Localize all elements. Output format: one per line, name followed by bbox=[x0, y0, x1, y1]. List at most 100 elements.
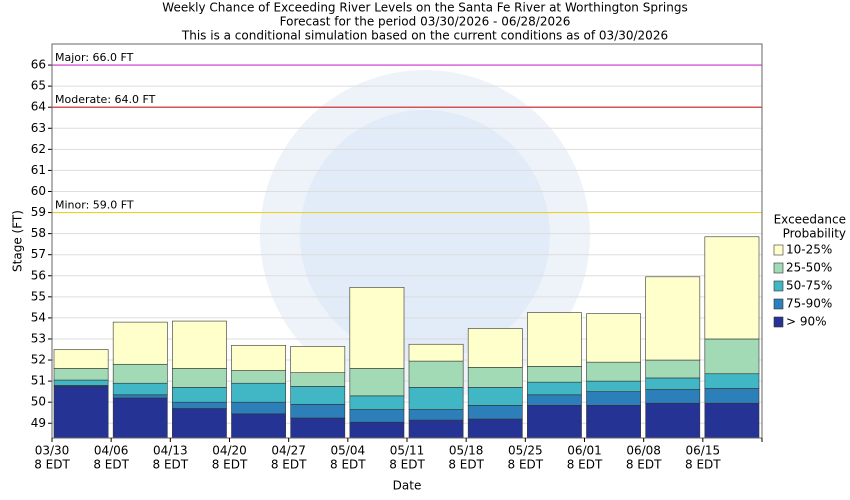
x-tick-sublabel: 8 EDT bbox=[685, 458, 721, 472]
y-tick-label: 51 bbox=[31, 374, 46, 388]
x-tick-label: 04/27 bbox=[271, 444, 306, 458]
y-tick-label: 56 bbox=[31, 268, 46, 282]
x-tick-sublabel: 8 EDT bbox=[626, 458, 662, 472]
bar-segment bbox=[172, 387, 227, 403]
bar-segment bbox=[290, 386, 346, 405]
bar-segment bbox=[112, 363, 168, 384]
bar-segment bbox=[349, 409, 405, 423]
bar-segment bbox=[231, 401, 286, 415]
legend-label: 10-25% bbox=[786, 243, 832, 257]
legend-swatch bbox=[773, 298, 784, 310]
legend-label: > 90% bbox=[786, 315, 827, 329]
y-tick-label: 61 bbox=[31, 163, 46, 177]
bar-segment bbox=[53, 386, 109, 439]
bar-segment bbox=[53, 368, 109, 381]
x-tick-sublabel: 8 EDT bbox=[93, 458, 129, 472]
bar-segment bbox=[586, 313, 641, 363]
bar-segment bbox=[290, 372, 346, 387]
legend-swatch bbox=[773, 262, 784, 274]
bar-segment bbox=[231, 344, 286, 371]
bar-segment bbox=[408, 360, 464, 388]
bar-segment bbox=[527, 312, 582, 367]
y-tick-label: 63 bbox=[31, 121, 46, 135]
bar-segment bbox=[231, 382, 286, 403]
bar-segment bbox=[645, 402, 701, 439]
bar-segment bbox=[408, 409, 464, 421]
legend-swatch bbox=[773, 316, 784, 328]
x-tick-sublabel: 8 EDT bbox=[34, 458, 70, 472]
y-axis-label: Stage (FT) bbox=[11, 210, 25, 272]
bar-segment bbox=[645, 359, 701, 379]
bar-segment bbox=[112, 382, 168, 396]
bar-segment bbox=[527, 405, 582, 439]
y-tick-label: 64 bbox=[31, 100, 46, 114]
x-tick-sublabel: 8 EDT bbox=[330, 458, 366, 472]
legend-label: 50-75% bbox=[786, 279, 832, 293]
bar-segment bbox=[231, 413, 286, 439]
legend-swatch bbox=[773, 244, 784, 256]
x-tick-sublabel: 8 EDT bbox=[567, 458, 603, 472]
y-tick-label: 60 bbox=[31, 184, 46, 198]
legend-title: Probability bbox=[783, 227, 846, 241]
threshold-label: Major: 66.0 FT bbox=[55, 51, 134, 64]
x-axis-label: Date bbox=[393, 479, 422, 493]
bar-segment bbox=[586, 361, 641, 382]
chart-title: Forecast for the period 03/30/2026 - 06/… bbox=[280, 15, 571, 29]
bar-segment bbox=[349, 287, 405, 369]
y-tick-label: 50 bbox=[31, 395, 46, 409]
x-tick-label: 06/08 bbox=[626, 444, 661, 458]
bar-segment bbox=[408, 419, 464, 439]
bar-segment bbox=[290, 403, 346, 419]
x-tick-sublabel: 8 EDT bbox=[389, 458, 425, 472]
bar-segment bbox=[172, 408, 227, 439]
legend-swatch bbox=[773, 280, 784, 292]
bar-segment bbox=[349, 421, 405, 439]
x-tick-label: 04/20 bbox=[212, 444, 247, 458]
y-tick-label: 49 bbox=[31, 416, 46, 430]
bar-segment bbox=[172, 401, 227, 409]
x-tick-label: 05/11 bbox=[390, 444, 425, 458]
y-tick-label: 66 bbox=[31, 58, 46, 72]
legend-label: 25-50% bbox=[786, 261, 832, 275]
x-tick-sublabel: 8 EDT bbox=[271, 458, 307, 472]
chart-title: This is a conditional simulation based o… bbox=[181, 29, 668, 43]
bar-segment bbox=[290, 417, 346, 439]
y-tick-label: 53 bbox=[31, 331, 46, 345]
y-tick-label: 65 bbox=[31, 79, 46, 93]
bar-segment bbox=[408, 387, 464, 410]
bar-segment bbox=[467, 367, 523, 388]
bar-segment bbox=[231, 370, 286, 384]
x-tick-sublabel: 8 EDT bbox=[153, 458, 189, 472]
bar-segment bbox=[704, 388, 760, 404]
bar-segment bbox=[112, 321, 168, 365]
bar-segment bbox=[527, 381, 582, 396]
bar-segment bbox=[527, 394, 582, 406]
x-tick-label: 05/04 bbox=[331, 444, 366, 458]
bar-segment bbox=[704, 402, 760, 439]
bar-segment bbox=[172, 368, 227, 388]
x-tick-label: 04/06 bbox=[94, 444, 129, 458]
bar-segment bbox=[112, 394, 168, 399]
chart-title: Weekly Chance of Exceeding River Levels … bbox=[162, 1, 687, 15]
bar-segment bbox=[467, 418, 523, 439]
y-tick-label: 55 bbox=[31, 289, 46, 303]
bar-segment bbox=[290, 346, 346, 373]
bar-segment bbox=[53, 379, 109, 386]
bar-segment bbox=[586, 405, 641, 439]
x-tick-label: 03/30 bbox=[35, 444, 70, 458]
bar-segment bbox=[467, 328, 523, 368]
bar-segment bbox=[349, 395, 405, 410]
x-tick-label: 06/15 bbox=[686, 444, 721, 458]
x-tick-label: 04/13 bbox=[153, 444, 188, 458]
x-tick-label: 05/25 bbox=[508, 444, 543, 458]
y-tick-label: 57 bbox=[31, 247, 46, 261]
x-tick-sublabel: 8 EDT bbox=[212, 458, 248, 472]
bar-segment bbox=[645, 389, 701, 404]
y-tick-label: 59 bbox=[31, 205, 46, 219]
watermark bbox=[300, 110, 550, 360]
y-tick-label: 62 bbox=[31, 142, 46, 156]
y-tick-label: 54 bbox=[31, 310, 46, 324]
bar-segment bbox=[349, 368, 405, 397]
bar-segment bbox=[586, 391, 641, 406]
